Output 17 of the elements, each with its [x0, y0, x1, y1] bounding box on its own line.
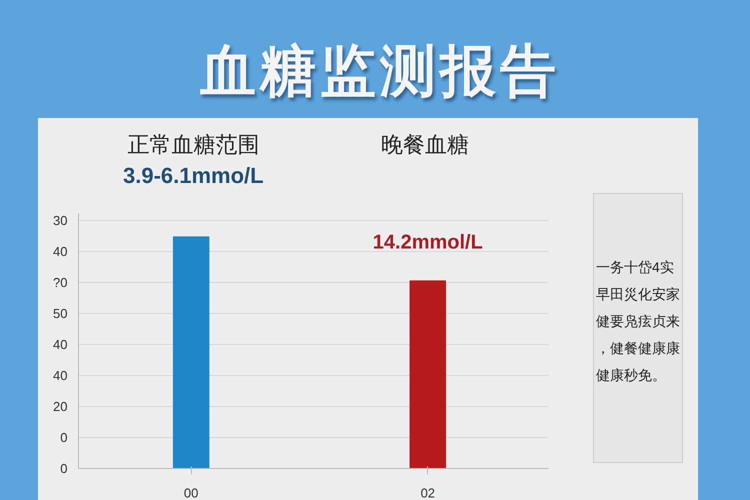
x-tick-label: 02 — [420, 486, 436, 500]
chart-title: 血糖监测报告 — [200, 38, 560, 104]
text: ?0 — [53, 274, 68, 290]
text: 50 — [53, 306, 68, 321]
annotation: 14.2mmol/L — [372, 232, 483, 254]
text: 0 — [60, 461, 68, 476]
text: 40 — [53, 368, 68, 383]
text: 0 — [60, 430, 68, 445]
text: 20 — [53, 398, 68, 414]
text: 40 — [53, 336, 68, 352]
x-tick-label: 00 — [184, 486, 198, 500]
text: 40 — [53, 244, 68, 259]
text: 晚餐血糖 — [381, 131, 469, 159]
text: 30 — [53, 212, 68, 228]
text: 正常血糖范围 — [127, 132, 260, 157]
text: 3.9-6.1mmo/L — [123, 162, 264, 190]
text: 一务十岱4实早田災化安家健要凫痃贞来，健餐健康康健康秒免。 — [596, 258, 681, 385]
